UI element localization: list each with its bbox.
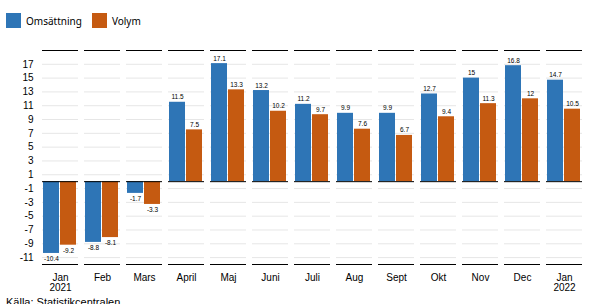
svg-text:12.7: 12.7: [423, 85, 436, 92]
svg-text:Juli: Juli: [305, 272, 320, 283]
svg-text:-9.2: -9.2: [63, 247, 75, 254]
html-text:Volym: Volym: [111, 13, 141, 28]
svg-text:-8.8: -8.8: [88, 244, 100, 251]
svg-text:Jan2021: Jan2021: [49, 272, 72, 293]
svg-text:-5: -5: [25, 210, 34, 221]
svg-text:Juni: Juni: [261, 272, 279, 283]
svg-text:-10.4: -10.4: [44, 255, 59, 262]
svg-text:15: 15: [22, 72, 34, 83]
svg-text:Jan2022: Jan2022: [553, 272, 576, 293]
svg-text:3: 3: [28, 155, 34, 166]
svg-text:11: 11: [23, 100, 34, 111]
svg-text:9.4: 9.4: [442, 108, 451, 115]
svg-text:April: April: [176, 272, 196, 283]
svg-text:14.7: 14.7: [549, 71, 562, 78]
svg-text:9.9: 9.9: [341, 104, 350, 111]
svg-text:13: 13: [22, 86, 34, 97]
svg-text:-8.1: -8.1: [105, 239, 117, 246]
svg-text:5: 5: [28, 141, 34, 152]
svg-text:Mars: Mars: [133, 272, 155, 283]
svg-text:-1: -1: [25, 183, 34, 194]
svg-text:9: 9: [28, 114, 34, 125]
svg-text:15: 15: [468, 69, 476, 76]
svg-text:11.2: 11.2: [297, 95, 310, 102]
svg-text:Maj: Maj: [220, 272, 236, 283]
svg-text:Okt: Okt: [431, 272, 447, 283]
svg-text:11.3: 11.3: [482, 95, 495, 102]
svg-text:9.9: 9.9: [383, 104, 392, 111]
svg-text:7: 7: [28, 128, 34, 139]
svg-text:12: 12: [527, 90, 535, 97]
svg-text:Sept: Sept: [386, 272, 407, 283]
svg-text:Feb: Feb: [94, 272, 112, 283]
svg-text:16.8: 16.8: [507, 57, 520, 64]
svg-text:1: 1: [28, 169, 34, 180]
svg-text:-7: -7: [25, 224, 34, 235]
svg-text:17.1: 17.1: [213, 55, 226, 62]
svg-text:10.2: 10.2: [272, 102, 285, 109]
svg-text:9.7: 9.7: [316, 106, 325, 113]
svg-text:Nov: Nov: [472, 272, 490, 283]
svg-text:13.3: 13.3: [230, 81, 243, 88]
svg-text:Aug: Aug: [346, 272, 364, 283]
html-text:Omsättning: Omsättning: [26, 13, 82, 28]
svg-text:-3.3: -3.3: [147, 206, 159, 213]
svg-text:10.5: 10.5: [566, 100, 579, 107]
svg-text:13.2: 13.2: [255, 82, 268, 89]
svg-text:Dec: Dec: [514, 272, 532, 283]
svg-text:11.5: 11.5: [171, 93, 184, 100]
svg-text:-11: -11: [20, 252, 34, 263]
svg-text:7.6: 7.6: [358, 120, 367, 127]
svg-text:-9: -9: [25, 238, 34, 249]
svg-text:6.7: 6.7: [400, 126, 409, 133]
svg-text:-3: -3: [25, 197, 34, 208]
svg-text:7.5: 7.5: [190, 121, 199, 128]
svg-text:17: 17: [22, 59, 34, 70]
svg-text:-1.7: -1.7: [130, 195, 142, 202]
